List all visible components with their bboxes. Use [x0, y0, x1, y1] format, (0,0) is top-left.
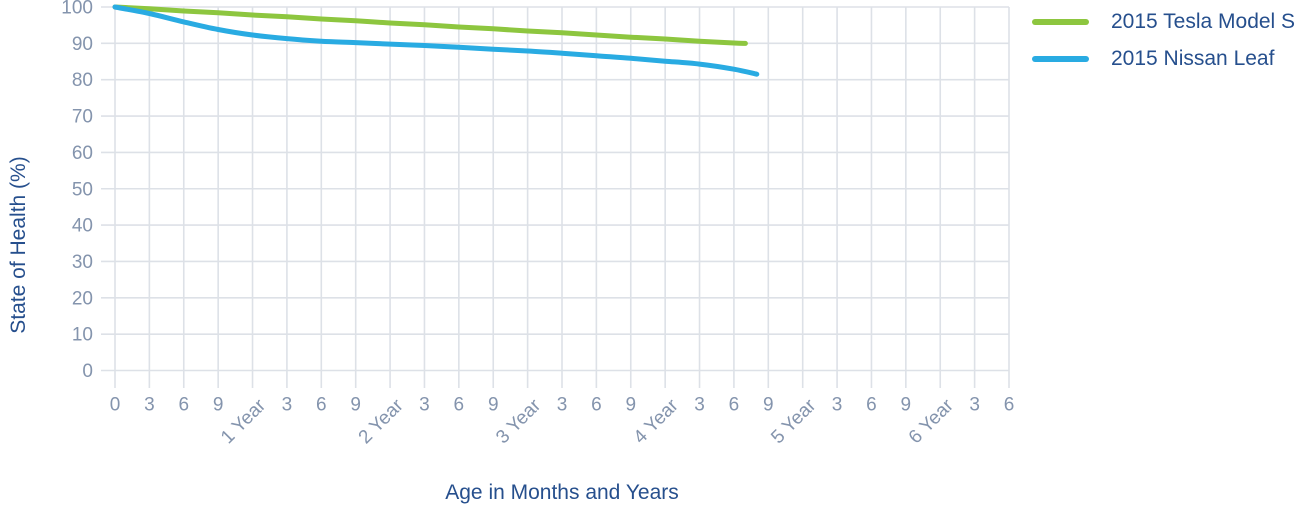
legend-label-leaf: 2015 Nissan Leaf: [1111, 47, 1275, 70]
legend-item-leaf[interactable]: 2015 Nissan Leaf: [1032, 47, 1295, 71]
x-tick-label-month: 9: [625, 395, 636, 416]
x-tick-label-month: 3: [694, 395, 705, 416]
y-tick-label: 70: [72, 107, 93, 128]
x-tick-label-month: 3: [557, 395, 568, 416]
legend-item-tesla[interactable]: 2015 Tesla Model S: [1032, 10, 1295, 34]
y-tick-label: 90: [72, 34, 93, 55]
x-tick-label-month: 6: [454, 395, 465, 416]
x-tick-label-month: 9: [488, 395, 499, 416]
tesla-line-swatch-icon: [1032, 19, 1089, 25]
gridlines: [101, 6, 1010, 388]
y-tick-label: 80: [72, 70, 93, 91]
x-tick-label-year: 5 Year: [767, 395, 820, 448]
x-tick-label-year: 6 Year: [905, 395, 958, 448]
chart-legend: 2015 Tesla Model S 2015 Nissan Leaf: [1032, 10, 1295, 71]
x-tick-label-month: 3: [419, 395, 430, 416]
x-tick-label-month: 6: [178, 395, 189, 416]
series-line-tesla: [112, 4, 748, 46]
x-axis-tick-labels: 0 3 6 91 Year 3 6 92 Year 3 6 93 Year 3 6 94 Year 3 6 9…: [110, 395, 1015, 449]
x-tick-label-month: 6: [1004, 395, 1015, 416]
x-axis-title: Age in Months and Years: [445, 481, 679, 504]
x-tick-label-month: 9: [350, 395, 361, 416]
x-tick-label-month: 0: [110, 395, 121, 416]
y-axis-tick-labels: 0 10 20 30 40 50 60 70 80 90 100: [61, 0, 93, 382]
x-tick-label-month: 3: [144, 395, 155, 416]
y-axis-title: State of Health (%): [7, 156, 30, 334]
y-tick-label: 50: [72, 179, 93, 200]
y-tick-label: 40: [72, 216, 93, 237]
series-line-leaf: [112, 4, 760, 77]
x-tick-label-month: 9: [901, 395, 912, 416]
x-tick-label-year: 3 Year: [492, 395, 545, 448]
x-tick-label-month: 6: [316, 395, 327, 416]
y-tick-label: 0: [82, 361, 93, 382]
y-tick-label: 20: [72, 288, 93, 309]
series-lines: [112, 4, 760, 77]
x-tick-label-year: 2 Year: [355, 395, 408, 448]
legend-label-tesla: 2015 Tesla Model S: [1111, 10, 1296, 33]
y-tick-label: 30: [72, 252, 93, 273]
leaf-line-swatch-icon: [1032, 56, 1089, 62]
y-tick-label: 60: [72, 143, 93, 164]
y-tick-label: 100: [61, 0, 93, 19]
x-tick-label-month: 6: [591, 395, 602, 416]
x-tick-label-month: 3: [832, 395, 843, 416]
x-tick-label-month: 9: [213, 395, 224, 416]
x-tick-label-month: 3: [969, 395, 980, 416]
x-tick-label-year: 1 Year: [217, 395, 270, 448]
x-tick-label-month: 9: [763, 395, 774, 416]
y-tick-label: 10: [72, 325, 93, 346]
x-tick-label-year: 4 Year: [630, 395, 683, 448]
x-tick-label-month: 6: [866, 395, 877, 416]
x-tick-label-month: 3: [282, 395, 293, 416]
x-tick-label-month: 6: [729, 395, 740, 416]
